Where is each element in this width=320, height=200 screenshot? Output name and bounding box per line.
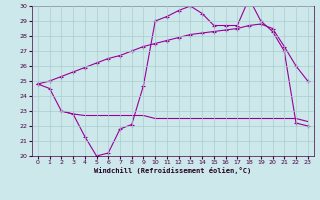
X-axis label: Windchill (Refroidissement éolien,°C): Windchill (Refroidissement éolien,°C): [94, 167, 252, 174]
